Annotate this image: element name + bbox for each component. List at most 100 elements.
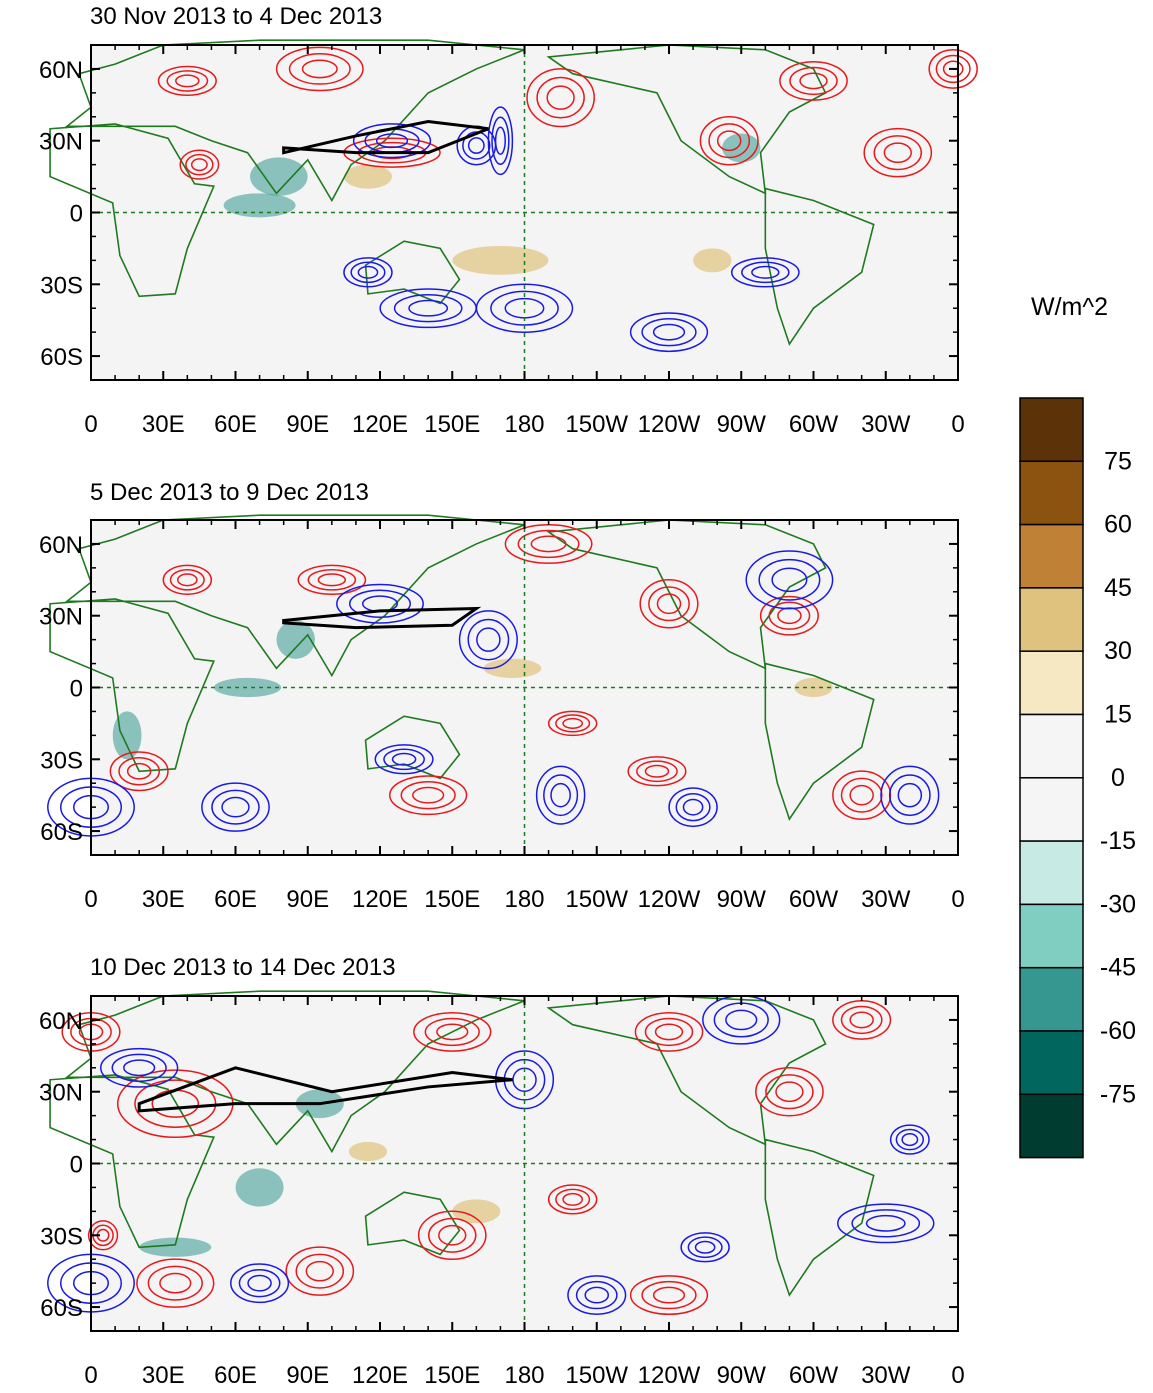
x-tick-label: 60E [214, 886, 257, 913]
positive-contour [699, 115, 759, 166]
positive-contour [157, 65, 217, 97]
x-tick-label: 60W [789, 1362, 839, 1389]
y-tick-label: 0 [70, 201, 83, 228]
colorbar-box [1019, 460, 1084, 526]
x-tick-label: 180 [504, 886, 544, 913]
coastline [64, 39, 525, 203]
positive-contour [832, 770, 892, 820]
positive-anomaly-shading [348, 1141, 388, 1162]
y-tick-label: 60S [40, 819, 83, 846]
jet-contour [282, 606, 482, 630]
positive-anomaly-shading [483, 658, 542, 678]
negative-contour [629, 312, 709, 353]
x-tick-label: 60W [789, 411, 839, 438]
positive-contour [639, 579, 699, 629]
x-tick-label: 90W [717, 1362, 767, 1389]
positive-contour [627, 756, 687, 787]
colorbar-box [1019, 1030, 1084, 1096]
coastline [364, 715, 461, 780]
coastline [49, 1074, 215, 1249]
positive-contour [179, 149, 220, 180]
negative-anomaly-shading [223, 193, 296, 218]
x-tick-label: 180 [504, 1362, 544, 1389]
x-tick-label: 60E [214, 411, 257, 438]
coastline [764, 1138, 875, 1297]
negative-contour [374, 744, 434, 775]
positive-contour [417, 1210, 487, 1261]
panel-1-title: 30 Nov 2013 to 4 Dec 2013 [90, 3, 383, 30]
negative-contour [745, 550, 834, 610]
y-tick-label: 30N [39, 1080, 83, 1107]
negative-contour [889, 1124, 930, 1155]
negative-contour [535, 765, 586, 825]
y-tick-label: 60N [39, 57, 83, 84]
coastline [49, 598, 215, 773]
negative-contour [336, 583, 424, 624]
y-tick-label: 30N [39, 604, 83, 631]
x-tick-label: 150E [424, 1362, 480, 1389]
negative-contour [680, 1232, 730, 1263]
y-tick-label: 0 [70, 1152, 83, 1179]
positive-contour [109, 751, 169, 792]
positive-contour [779, 60, 848, 101]
positive-contour [285, 1246, 355, 1296]
negative-contour [668, 787, 718, 828]
colorbar-box [1019, 523, 1084, 589]
negative-anomaly-shading [276, 620, 315, 659]
colorbar-label: -60 [1100, 1017, 1136, 1045]
positive-contour [928, 48, 978, 89]
x-tick-label: 90E [286, 411, 329, 438]
negative-contour [837, 1203, 935, 1244]
y-tick-label: 30S [40, 1223, 83, 1250]
coastline [364, 1191, 461, 1256]
x-tick-label: 150W [565, 411, 628, 438]
colorbar-box [1019, 903, 1084, 969]
colorbar-box [1019, 777, 1084, 842]
colorbar-label: 0 [1111, 764, 1125, 792]
x-tick-label: 0 [84, 886, 97, 913]
positive-contour [526, 68, 595, 128]
negative-contour [230, 1263, 290, 1304]
colorbar-label: 45 [1104, 574, 1132, 602]
x-tick-label: 120W [638, 886, 701, 913]
colorbar-label: -15 [1100, 827, 1136, 855]
x-tick-label: 0 [84, 411, 97, 438]
y-tick-label: 0 [70, 676, 83, 703]
positive-contour [547, 1184, 598, 1215]
coastline [764, 662, 875, 821]
negative-anomaly-shading [250, 157, 308, 196]
x-tick-label: 120W [638, 1362, 701, 1389]
panel-3-title: 10 Dec 2013 to 14 Dec 2013 [90, 954, 396, 981]
y-tick-label: 60N [39, 532, 83, 559]
units-label: W/m^2 [1031, 293, 1109, 321]
x-tick-label: 120W [638, 411, 701, 438]
coastline [764, 187, 875, 346]
negative-contour [880, 765, 940, 825]
positive-contour [629, 1275, 709, 1316]
negative-contour [730, 257, 800, 288]
x-tick-label: 150W [565, 1362, 628, 1389]
x-tick-label: 60W [789, 886, 839, 913]
x-tick-label: 120E [352, 886, 408, 913]
positive-contour [863, 127, 933, 178]
negative-contour [487, 106, 514, 176]
y-tick-label: 30S [40, 747, 83, 774]
x-tick-label: 120E [352, 1362, 408, 1389]
negative-anomaly-shading [112, 711, 142, 760]
positive-contour [547, 710, 598, 737]
x-tick-label: 180 [504, 411, 544, 438]
x-tick-label: 30W [861, 1362, 911, 1389]
positive-contour [759, 595, 819, 636]
y-tick-label: 30S [40, 272, 83, 299]
positive-contour [389, 775, 468, 816]
x-tick-label: 90E [286, 1362, 329, 1389]
coastline [64, 514, 525, 678]
negative-anomaly-shading [235, 1168, 284, 1207]
negative-contour [458, 610, 518, 670]
x-tick-label: 150W [565, 886, 628, 913]
x-tick-label: 30W [861, 411, 911, 438]
colorbar-label: 30 [1104, 637, 1132, 665]
colorbar-label: 75 [1104, 447, 1132, 475]
